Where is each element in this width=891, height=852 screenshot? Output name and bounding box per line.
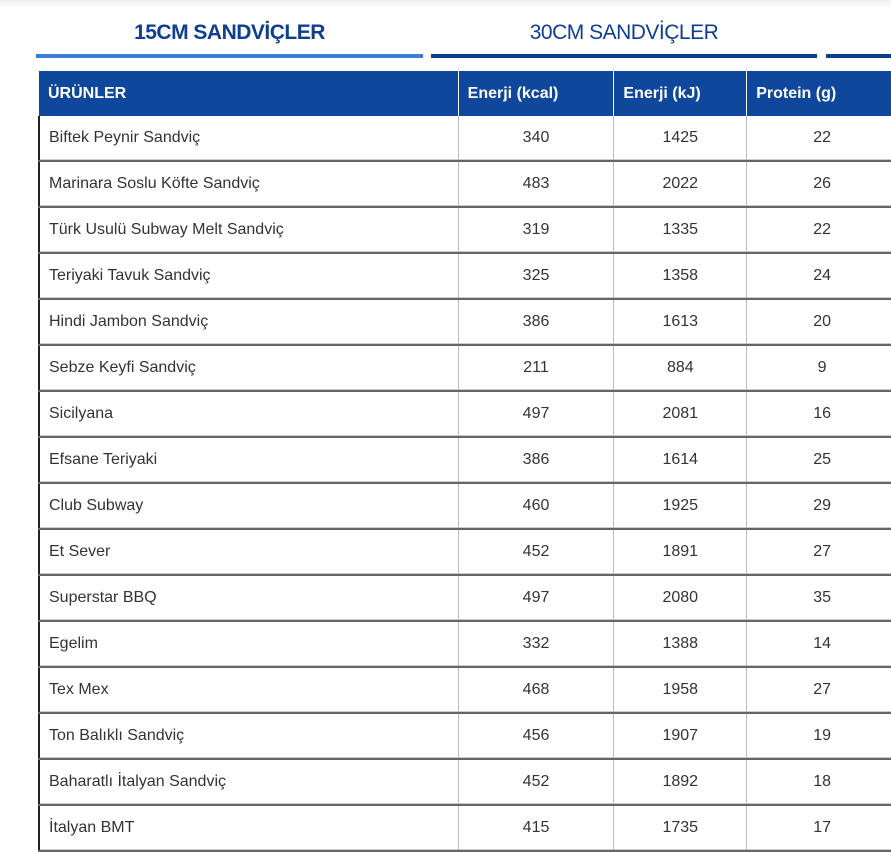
column-header: Protein (g)	[746, 71, 891, 116]
kcal-cell: 319	[458, 207, 615, 254]
protein-cell: 25	[746, 437, 891, 484]
product-name: Türk Usulü Subway Melt Sandviç	[37, 207, 459, 254]
kcal-cell: 497	[458, 575, 615, 622]
column-header: ÜRÜNLER	[39, 71, 459, 116]
column-header: Enerji (kJ)	[613, 71, 748, 116]
product-name: Egelim	[37, 621, 459, 668]
table-row: Ton Balıklı Sandviç 456 1907 19	[37, 713, 891, 760]
product-name: Tex Mex	[37, 667, 459, 714]
kj-cell: 1613	[613, 299, 748, 346]
table-row: Superstar BBQ 497 2080 35	[37, 575, 891, 622]
table-row: Hindi Jambon Sandviç 386 1613 20	[37, 299, 891, 346]
kcal-cell: 497	[458, 391, 615, 438]
kj-cell: 2081	[613, 391, 748, 438]
kj-cell: 1614	[613, 437, 748, 484]
kcal-cell: 340	[458, 116, 615, 162]
product-name: Superstar BBQ	[37, 575, 459, 622]
kcal-cell: 468	[458, 667, 615, 714]
tab-label: 15CM SANDVİÇLER	[134, 21, 325, 44]
table-row: Baharatlı İtalyan Sandviç 452 1892 18	[37, 759, 891, 806]
product-name: Sebze Keyfi Sandviç	[37, 345, 459, 392]
protein-cell: 20	[746, 299, 891, 346]
kcal-cell: 483	[458, 161, 615, 208]
protein-cell: 22	[746, 207, 891, 254]
product-name: Marinara Soslu Köfte Sandviç	[37, 161, 459, 208]
kj-cell: 884	[613, 345, 748, 392]
kj-cell: 2080	[613, 575, 748, 622]
table-row: Teriyaki Tavuk Sandviç 325 1358 24	[37, 253, 891, 300]
nutrition-table: ÜRÜNLER Enerji (kcal) Enerji (kJ) Protein (…	[37, 71, 891, 852]
protein-cell: 17	[746, 805, 891, 852]
protein-cell: 9	[746, 345, 891, 392]
tab-15cm[interactable]: 15CM SANDVİÇLER	[36, 14, 423, 58]
product-name: Hindi Jambon Sandviç	[37, 299, 459, 346]
column-header: Enerji (kcal)	[458, 71, 615, 116]
tab-underline	[36, 54, 423, 58]
product-name: Biftek Peynir Sandviç	[37, 116, 459, 162]
protein-cell: 24	[746, 253, 891, 300]
kj-cell: 1958	[613, 667, 748, 714]
table-row: Egelim 332 1388 14	[37, 621, 891, 668]
tab-30cm[interactable]: 30CM SANDVİÇLER	[431, 14, 817, 58]
table-row: Biftek Peynir Sandviç 340 1425 22	[37, 116, 891, 162]
table-row: Tex Mex 468 1958 27	[37, 667, 891, 714]
table-row: Sicilyana 497 2081 16	[37, 391, 891, 438]
top-shadow	[0, 0, 891, 8]
table-row: Et Sever 452 1891 27	[37, 529, 891, 576]
kj-cell: 1892	[613, 759, 748, 806]
kcal-cell: 211	[458, 345, 615, 392]
kcal-cell: 386	[458, 299, 615, 346]
protein-cell: 19	[746, 713, 891, 760]
protein-cell: 18	[746, 759, 891, 806]
protein-cell: 27	[746, 529, 891, 576]
kj-cell: 1388	[613, 621, 748, 668]
protein-cell: 29	[746, 483, 891, 530]
kj-cell: 1735	[613, 805, 748, 852]
table-row: Türk Usulü Subway Melt Sandviç 319 1335 22	[37, 207, 891, 254]
kcal-cell: 452	[458, 529, 615, 576]
kj-cell: 2022	[613, 161, 748, 208]
table-row: Club Subway 460 1925 29	[37, 483, 891, 530]
tab-underline	[431, 54, 817, 58]
product-name: Sicilyana	[37, 391, 459, 438]
protein-cell: 27	[746, 667, 891, 714]
product-name: Teriyaki Tavuk Sandviç	[37, 253, 459, 300]
product-name: Et Sever	[37, 529, 459, 576]
protein-cell: 22	[746, 116, 891, 162]
tab-label: 30CM SANDVİÇLER	[529, 21, 719, 44]
kcal-cell: 386	[458, 437, 615, 484]
kj-cell: 1907	[613, 713, 748, 760]
kcal-cell: 452	[458, 759, 615, 806]
product-name: Baharatlı İtalyan Sandviç	[37, 759, 459, 806]
product-name: Club Subway	[37, 483, 459, 530]
table-row: İtalyan BMT 415 1735 17	[37, 805, 891, 852]
kj-cell: 1335	[613, 207, 748, 254]
product-name: İtalyan BMT	[37, 805, 459, 852]
table-row: Sebze Keyfi Sandviç 211 884 9	[37, 345, 891, 392]
kcal-cell: 415	[458, 805, 615, 852]
kj-cell: 1358	[613, 253, 748, 300]
product-name: Ton Balıklı Sandviç	[37, 713, 459, 760]
protein-cell: 14	[746, 621, 891, 668]
protein-cell: 35	[746, 575, 891, 622]
kj-cell: 1891	[613, 529, 748, 576]
protein-cell: 26	[746, 161, 891, 208]
table-header-row: ÜRÜNLER Enerji (kcal) Enerji (kJ) Protein (…	[39, 71, 891, 116]
protein-cell: 16	[746, 391, 891, 438]
kcal-cell: 460	[458, 483, 615, 530]
table-row: Efsane Teriyaki 386 1614 25	[37, 437, 891, 484]
kcal-cell: 325	[458, 253, 615, 300]
tab-more[interactable]	[826, 14, 891, 58]
tab-underline	[826, 54, 891, 58]
kcal-cell: 332	[458, 621, 615, 668]
product-name: Efsane Teriyaki	[37, 437, 459, 484]
kj-cell: 1925	[613, 483, 748, 530]
kj-cell: 1425	[613, 116, 748, 162]
table-row: Marinara Soslu Köfte Sandviç 483 2022 26	[37, 161, 891, 208]
kcal-cell: 456	[458, 713, 615, 760]
